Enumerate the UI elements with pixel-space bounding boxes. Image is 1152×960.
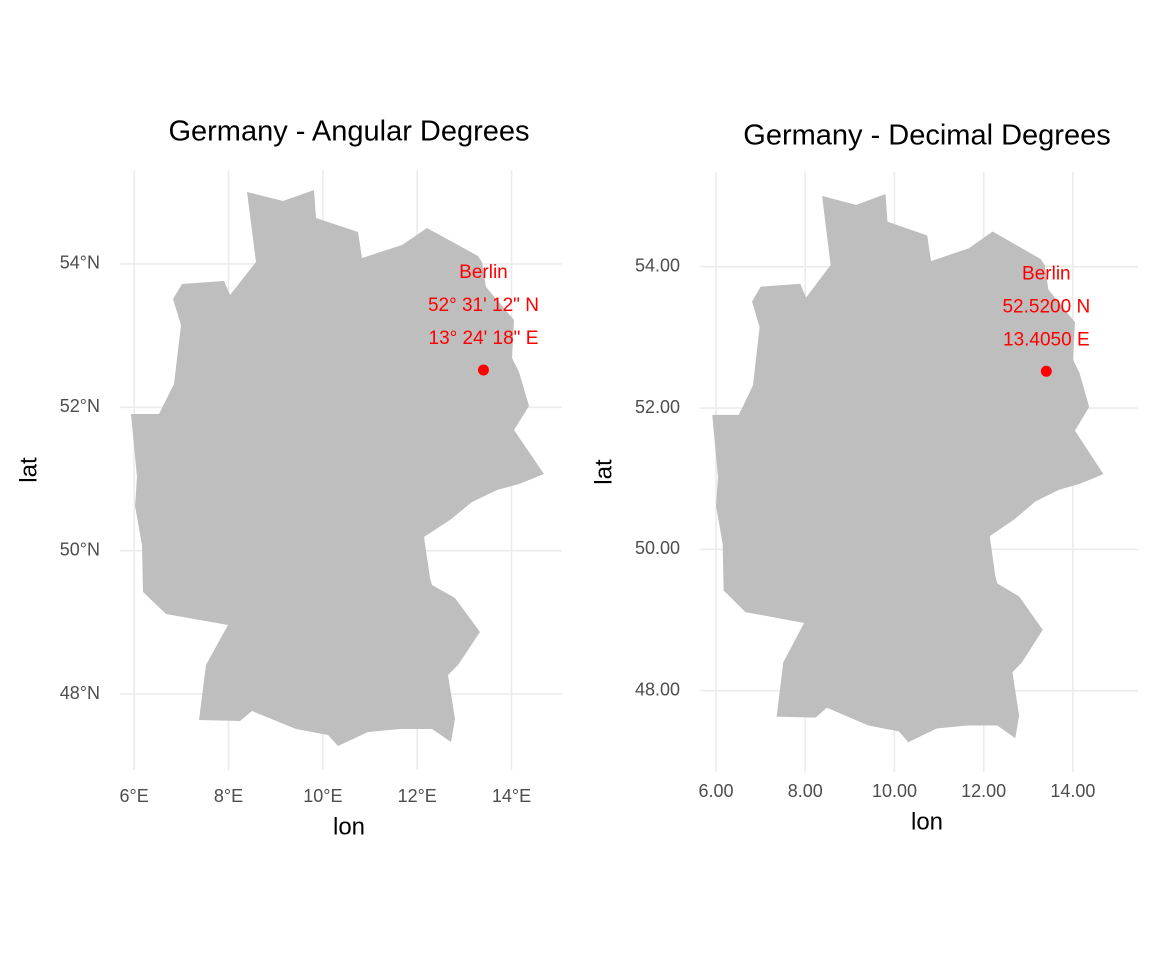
y-tick-label: 48.00	[635, 679, 680, 699]
city-label: 13.4050 E	[1003, 329, 1090, 350]
x-axis-title: lon	[333, 813, 365, 840]
x-tick-label: 12°E	[398, 786, 437, 806]
x-tick-label: 6.00	[699, 781, 734, 801]
city-label: Berlin	[1022, 263, 1071, 284]
x-tick-label: 6°E	[120, 786, 149, 806]
city-label: 52.5200 N	[1002, 296, 1090, 317]
x-tick-label: 14°E	[492, 786, 531, 806]
x-tick-label: 10°E	[303, 786, 342, 806]
x-tick-label: 8°E	[214, 786, 243, 806]
chart-title: Germany - Angular Degrees	[168, 116, 529, 148]
x-tick-label: 14.00	[1050, 781, 1095, 801]
x-tick-label: 8.00	[788, 781, 823, 801]
y-tick-label: 54.00	[635, 255, 680, 275]
y-tick-label: 50°N	[60, 539, 100, 559]
city-point	[477, 364, 489, 376]
x-axis-title: lon	[911, 808, 943, 835]
x-tick-label: 10.00	[872, 781, 917, 801]
city-label: 13° 24' 18" E	[429, 328, 539, 349]
city-label: Berlin	[459, 262, 508, 283]
y-axis-title: lat	[15, 457, 42, 483]
y-tick-label: 48°N	[60, 683, 100, 703]
overlay: 6°E 8°E 10°E 12°E 14°E 48°N 50°N 52°N 54°N German…	[15, 116, 1110, 841]
city-point	[1040, 365, 1052, 377]
city-label: 52° 31' 12" N	[428, 295, 539, 316]
chart-title: Germany - Decimal Degrees	[743, 120, 1110, 152]
y-tick-label: 50.00	[635, 538, 680, 558]
y-axis-title: lat	[590, 459, 617, 485]
x-tick-label: 12.00	[961, 781, 1006, 801]
y-tick-label: 54°N	[60, 253, 100, 273]
y-tick-label: 52.00	[635, 397, 680, 417]
y-tick-label: 52°N	[60, 396, 100, 416]
